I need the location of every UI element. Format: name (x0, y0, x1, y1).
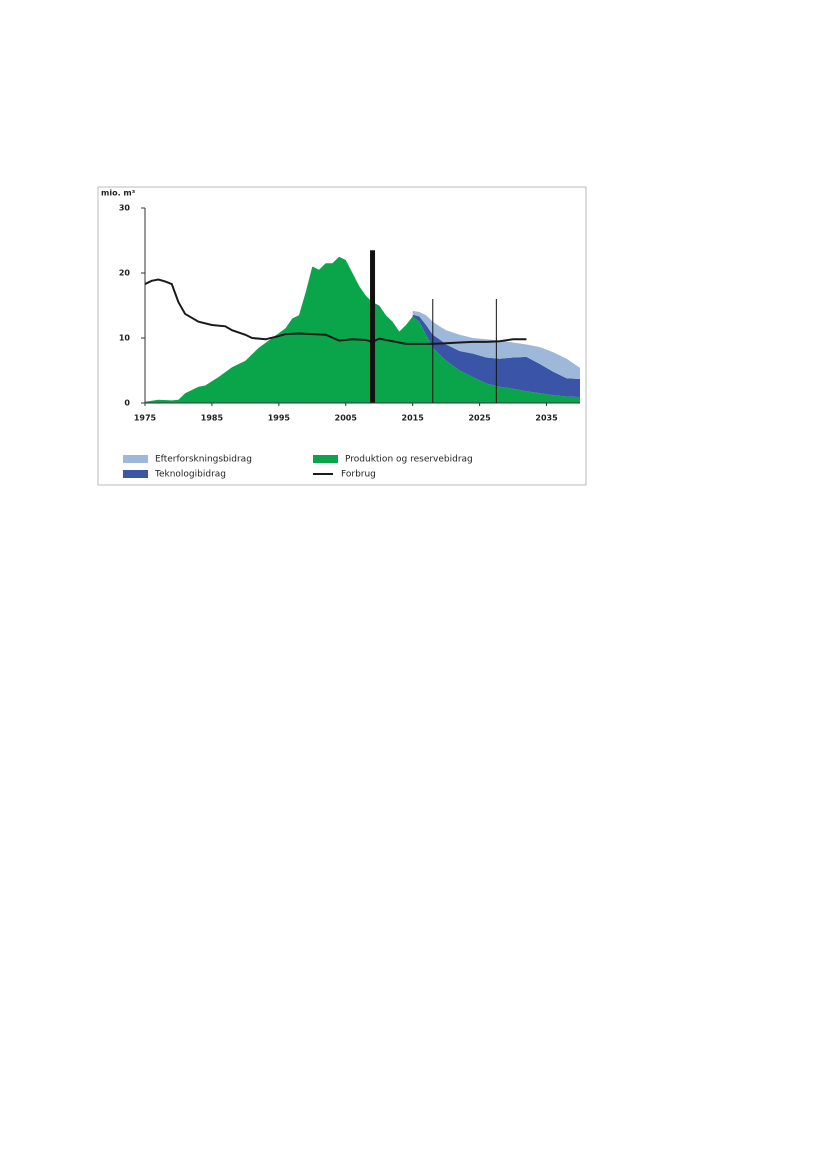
y-tick-label: 20 (119, 269, 131, 278)
x-tick-label: 1995 (268, 414, 291, 423)
y-tick-label: 10 (119, 334, 131, 343)
y-tick-label: 30 (119, 204, 131, 213)
legend-swatch (123, 470, 148, 478)
x-tick-label: 1985 (201, 414, 224, 423)
legend-label: Produktion og reservebidrag (345, 455, 473, 465)
legend-label: Forbrug (341, 470, 376, 480)
line (144, 278, 527, 345)
legend-swatch (313, 455, 338, 463)
legend-swatch (123, 455, 148, 463)
x-tick-label: 2005 (335, 414, 358, 423)
y-axis-label: mio. m³ (101, 189, 136, 198)
legend-label: Efterforskningsbidrag (155, 455, 252, 465)
x-tick-label: 2035 (535, 414, 558, 423)
x-tick-label: 2015 (402, 414, 425, 423)
legend-label: Teknologibidrag (154, 470, 226, 480)
y-tick-label: 0 (124, 399, 130, 408)
x-tick-label: 1975 (134, 414, 157, 423)
x-tick-label: 2025 (468, 414, 491, 423)
area (145, 256, 580, 403)
area (412, 314, 580, 398)
